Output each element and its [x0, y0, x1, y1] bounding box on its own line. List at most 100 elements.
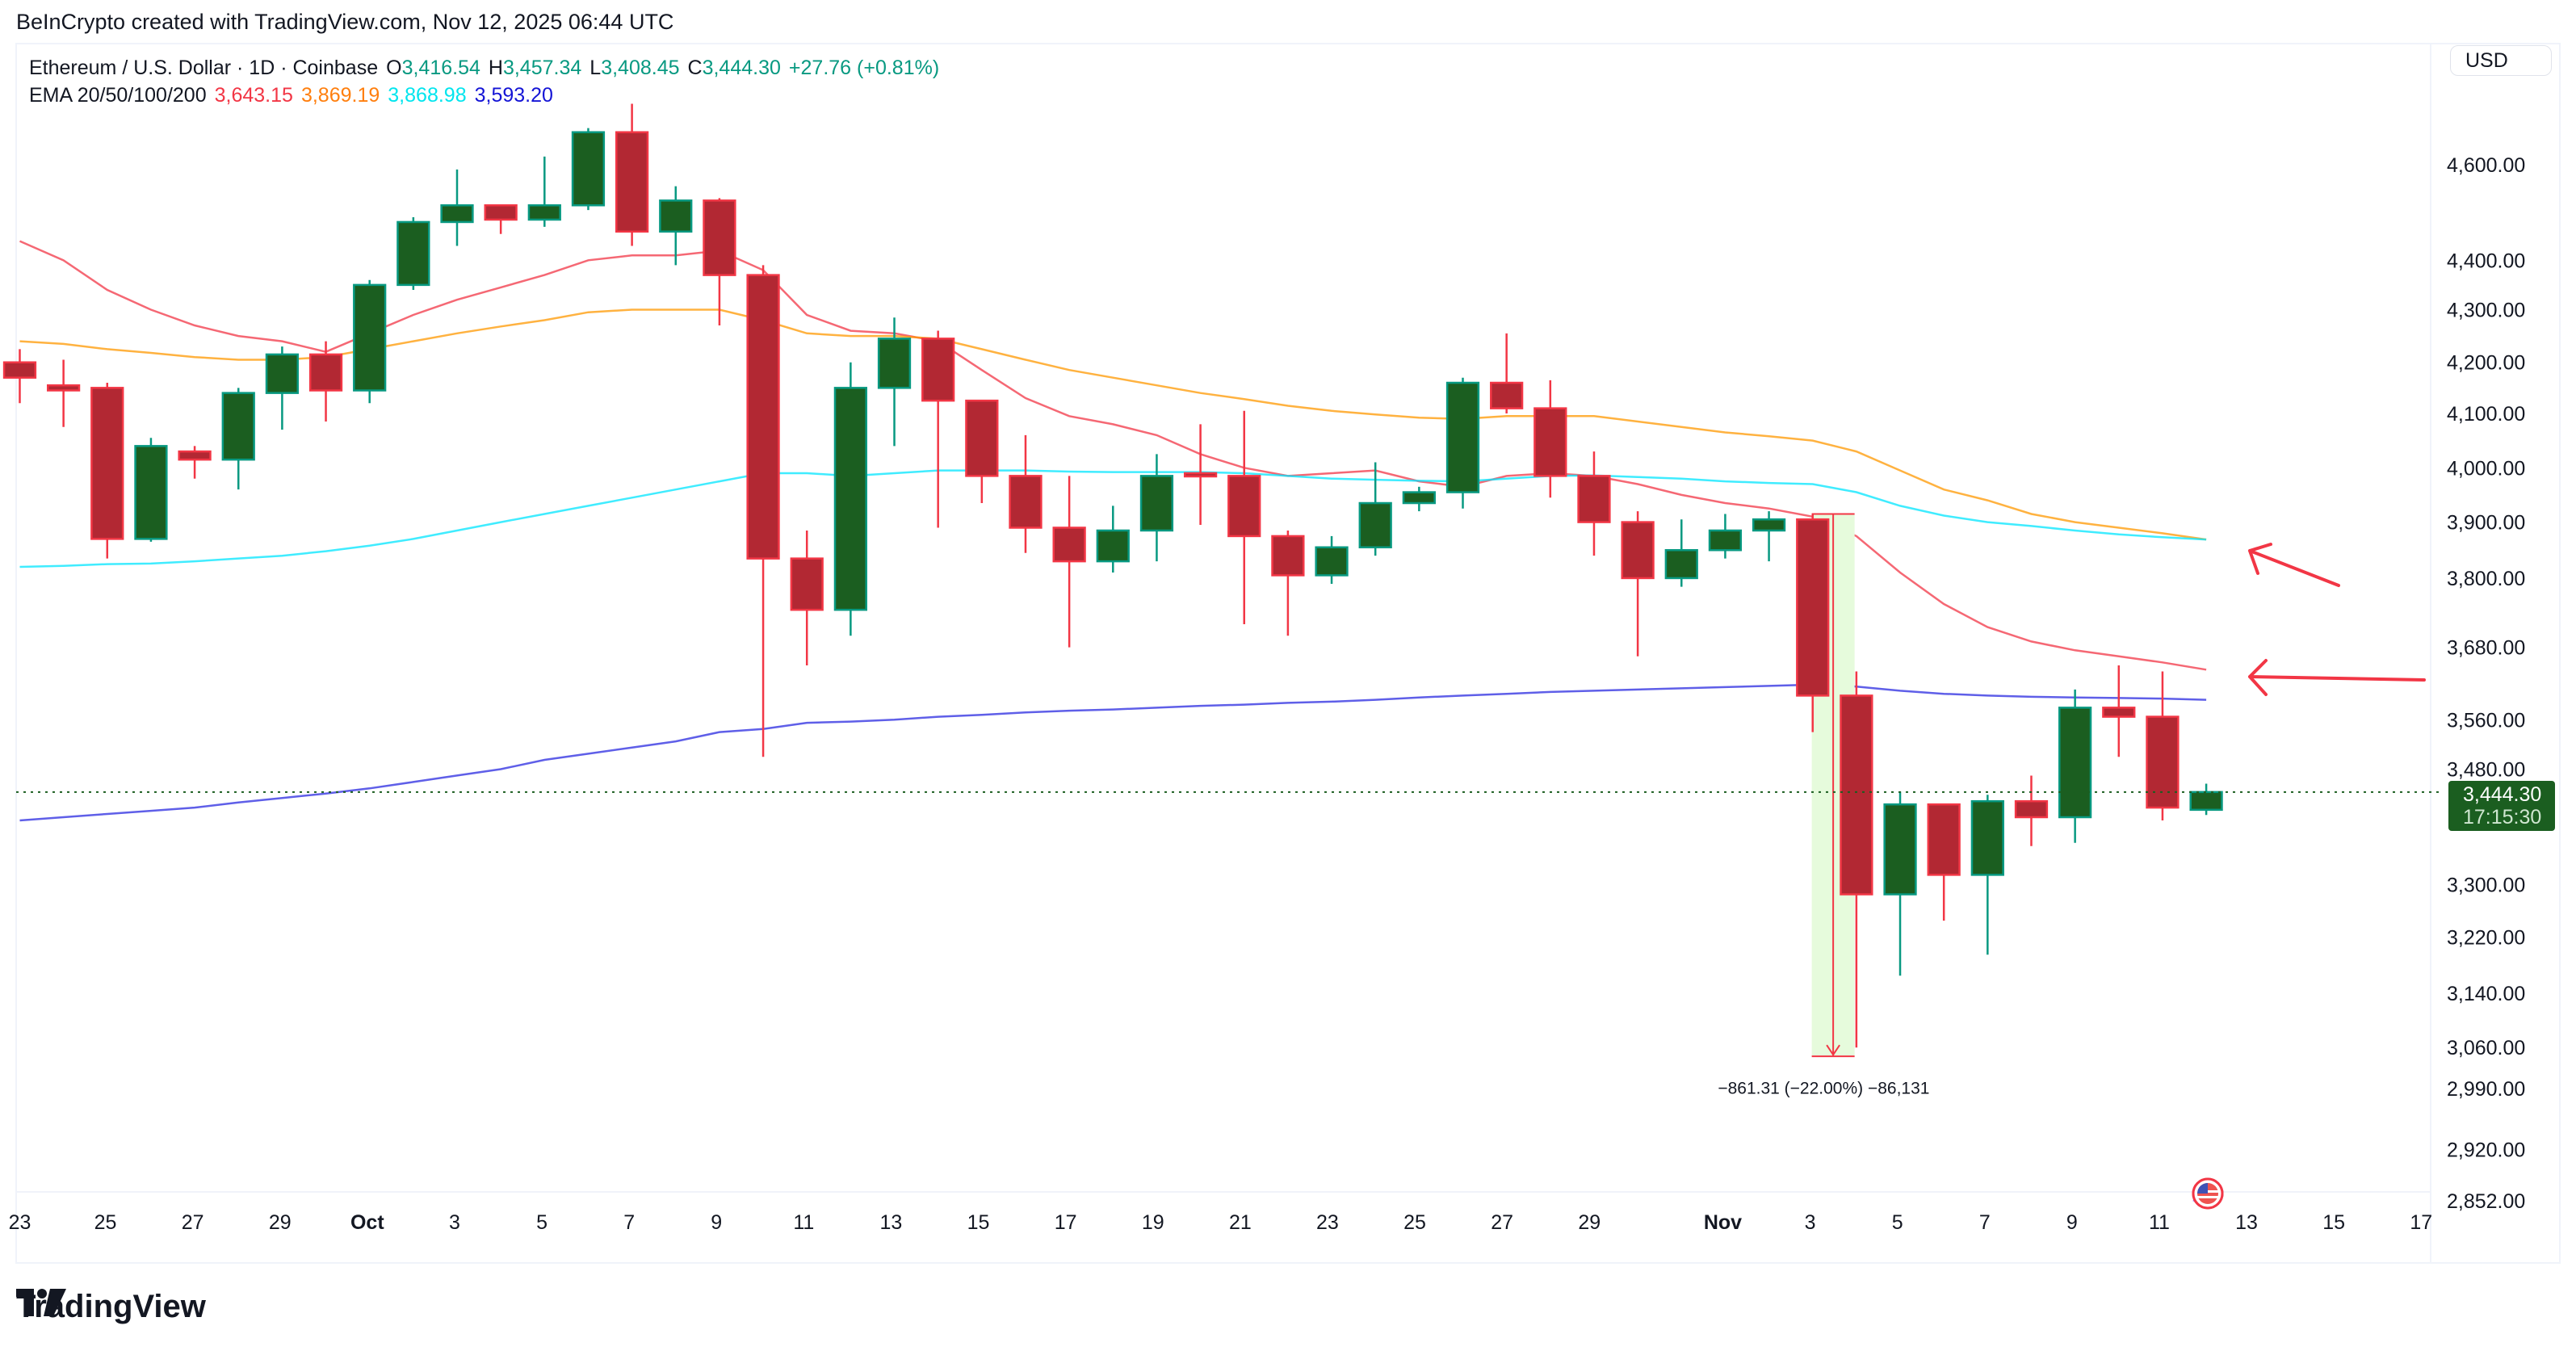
time-tick: 29 [269, 1211, 292, 1234]
candle[interactable] [1183, 424, 1218, 526]
price-axis: 4,600.00 4,400.00 4,300.00 4,200.00 4,100.00… [2447, 154, 2525, 1213]
candle[interactable] [1139, 454, 1174, 562]
candle[interactable] [1227, 410, 1261, 625]
candle[interactable] [1927, 803, 1961, 921]
price-tick: 3,560.00 [2447, 709, 2525, 732]
price-tick: 4,000.00 [2447, 457, 2525, 480]
candle[interactable] [833, 362, 867, 636]
candle[interactable] [1315, 535, 1349, 585]
price-tick: 2,852.00 [2447, 1190, 2525, 1213]
time-tick: 27 [1491, 1211, 1513, 1234]
time-tick: 17 [2410, 1211, 2432, 1234]
candle[interactable] [1009, 434, 1043, 553]
candle[interactable] [659, 186, 693, 266]
change-value: +27.76 (+0.81%) [788, 57, 940, 79]
ema-title[interactable]: EMA 20/50/100/200 [29, 84, 207, 107]
event-icons [2192, 1177, 2308, 1210]
price-tick: 2,920.00 [2447, 1139, 2525, 1162]
currency-button[interactable]: USD [2450, 45, 2552, 76]
candle[interactable] [221, 388, 255, 490]
candle[interactable] [396, 217, 430, 290]
time-tick: 15 [2322, 1211, 2345, 1234]
candle[interactable] [2, 349, 37, 404]
candle[interactable] [965, 399, 999, 504]
ema50-value: 3,869.19 [300, 84, 380, 107]
candle[interactable] [746, 265, 780, 757]
symbol-title[interactable]: Ethereum / U.S. Dollar · 1D · Coinbase [29, 57, 379, 79]
last-price-value: 3,444.30 [2463, 782, 2542, 806]
us-flag-event-icon[interactable] [2192, 1177, 2308, 1210]
price-tick: 3,140.00 [2447, 983, 2525, 1005]
candle[interactable] [2014, 775, 2049, 846]
candle[interactable] [2058, 689, 2092, 843]
candle[interactable] [1621, 511, 1655, 657]
time-tick: 9 [711, 1211, 722, 1234]
last-price-label: 3,444.30 17:15:30 [2448, 780, 2555, 831]
candle[interactable] [440, 169, 474, 246]
tradingview-logo[interactable]: TradingView [16, 1289, 206, 1325]
candle[interactable] [790, 530, 824, 666]
candle[interactable] [2146, 671, 2180, 820]
candle[interactable] [2102, 665, 2136, 757]
candle[interactable] [1490, 333, 1524, 413]
candle[interactable] [1271, 530, 1305, 636]
candle[interactable] [484, 203, 518, 234]
annotation-arrows [2248, 543, 2426, 696]
candle[interactable] [1970, 795, 2004, 955]
candle[interactable] [1708, 514, 1743, 559]
candle[interactable] [47, 359, 81, 427]
time-tick: 11 [793, 1211, 814, 1234]
time-axis: 23 25 27 29 Oct 3 5 7 9 11 13 15 17 19 21 23 25 27 29 Nov 3 5… [9, 1211, 2433, 1234]
time-tick: 7 [1979, 1211, 1991, 1234]
time-tick: 13 [2235, 1211, 2258, 1234]
price-tick: 4,600.00 [2447, 154, 2525, 177]
candle[interactable] [1358, 462, 1392, 556]
time-tick: 23 [1316, 1211, 1339, 1234]
chart-frame [15, 43, 2561, 1264]
price-tick: 2,990.00 [2447, 1078, 2525, 1101]
candle[interactable] [265, 346, 300, 430]
candle[interactable] [1664, 519, 1698, 587]
candle[interactable] [2189, 783, 2223, 816]
price-tick: 3,060.00 [2447, 1037, 2525, 1059]
candle[interactable] [1402, 486, 1436, 512]
candlesticks [2, 103, 2223, 1048]
candle[interactable] [353, 279, 387, 404]
candle[interactable] [178, 446, 212, 479]
close-value: 3,444.30 [702, 57, 781, 79]
us-flag-event-icon[interactable] [2192, 1177, 2266, 1210]
time-tick: Nov [1704, 1211, 1742, 1234]
time-tick: 17 [1055, 1211, 1077, 1234]
candle[interactable] [571, 128, 606, 211]
candle[interactable] [877, 317, 912, 447]
time-tick: 29 [1578, 1211, 1601, 1234]
price-tick: 4,300.00 [2447, 299, 2525, 321]
candle[interactable] [1052, 476, 1086, 648]
candle[interactable] [1577, 451, 1611, 556]
time-tick: 25 [1403, 1211, 1426, 1234]
time-tick: 13 [880, 1211, 903, 1234]
candle[interactable] [1096, 506, 1130, 573]
candle[interactable] [1445, 377, 1480, 509]
candle[interactable] [703, 198, 736, 326]
candle[interactable] [1796, 514, 1830, 732]
candle[interactable] [1840, 671, 1873, 1048]
candle[interactable] [1883, 791, 1917, 976]
ema-line-ema100 [19, 469, 2207, 568]
price-tick: 4,100.00 [2447, 403, 2525, 426]
time-tick: 3 [449, 1211, 460, 1234]
time-tick: 15 [967, 1211, 990, 1234]
candle[interactable] [90, 383, 124, 559]
price-tick: 3,800.00 [2447, 568, 2525, 590]
candle[interactable] [1752, 511, 1786, 562]
candle[interactable] [615, 103, 649, 246]
candle[interactable] [308, 341, 343, 422]
candle[interactable] [1533, 380, 1567, 498]
time-tick: 9 [2066, 1211, 2078, 1234]
ema-line-ema20 [19, 240, 2207, 671]
candle[interactable] [527, 156, 561, 227]
candle[interactable] [134, 438, 168, 542]
time-tick: 5 [536, 1211, 548, 1234]
candle[interactable] [921, 330, 955, 528]
